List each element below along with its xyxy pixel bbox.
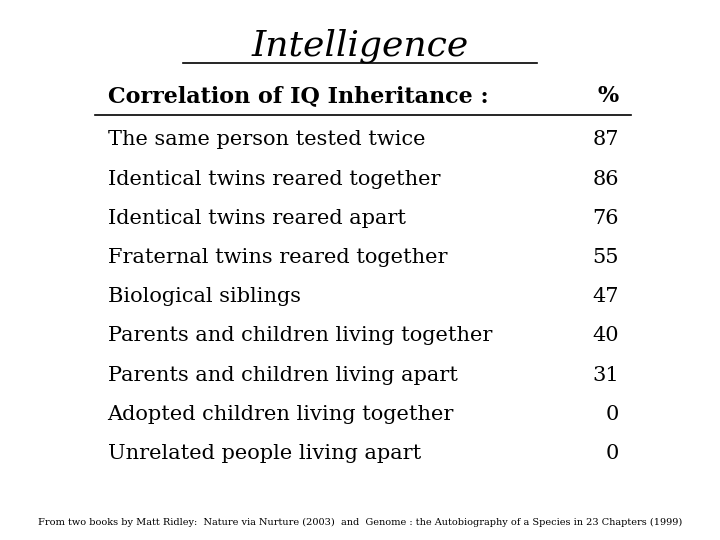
Text: 76: 76 [592, 209, 618, 228]
Text: 55: 55 [592, 248, 618, 267]
Text: %: % [598, 85, 618, 107]
Text: 87: 87 [592, 130, 618, 150]
Text: Intelligence: Intelligence [251, 28, 469, 63]
Text: 0: 0 [606, 405, 618, 424]
Text: The same person tested twice: The same person tested twice [107, 130, 425, 150]
Text: 86: 86 [592, 170, 618, 188]
Text: Unrelated people living apart: Unrelated people living apart [107, 444, 421, 463]
Text: Parents and children living together: Parents and children living together [107, 326, 492, 346]
Text: Parents and children living apart: Parents and children living apart [107, 366, 457, 384]
Text: Fraternal twins reared together: Fraternal twins reared together [107, 248, 447, 267]
Text: Adopted children living together: Adopted children living together [107, 405, 454, 424]
Text: Correlation of IQ Inheritance :: Correlation of IQ Inheritance : [107, 85, 488, 107]
Text: Identical twins reared together: Identical twins reared together [107, 170, 440, 188]
Text: Identical twins reared apart: Identical twins reared apart [107, 209, 405, 228]
Text: Biological siblings: Biological siblings [107, 287, 301, 306]
Text: 40: 40 [592, 326, 618, 346]
Text: From two books by Matt Ridley:  Nature via Nurture (2003)  and  Genome : the Aut: From two books by Matt Ridley: Nature vi… [38, 518, 682, 527]
Text: 0: 0 [606, 444, 618, 463]
Text: 47: 47 [592, 287, 618, 306]
Text: 31: 31 [592, 366, 618, 384]
